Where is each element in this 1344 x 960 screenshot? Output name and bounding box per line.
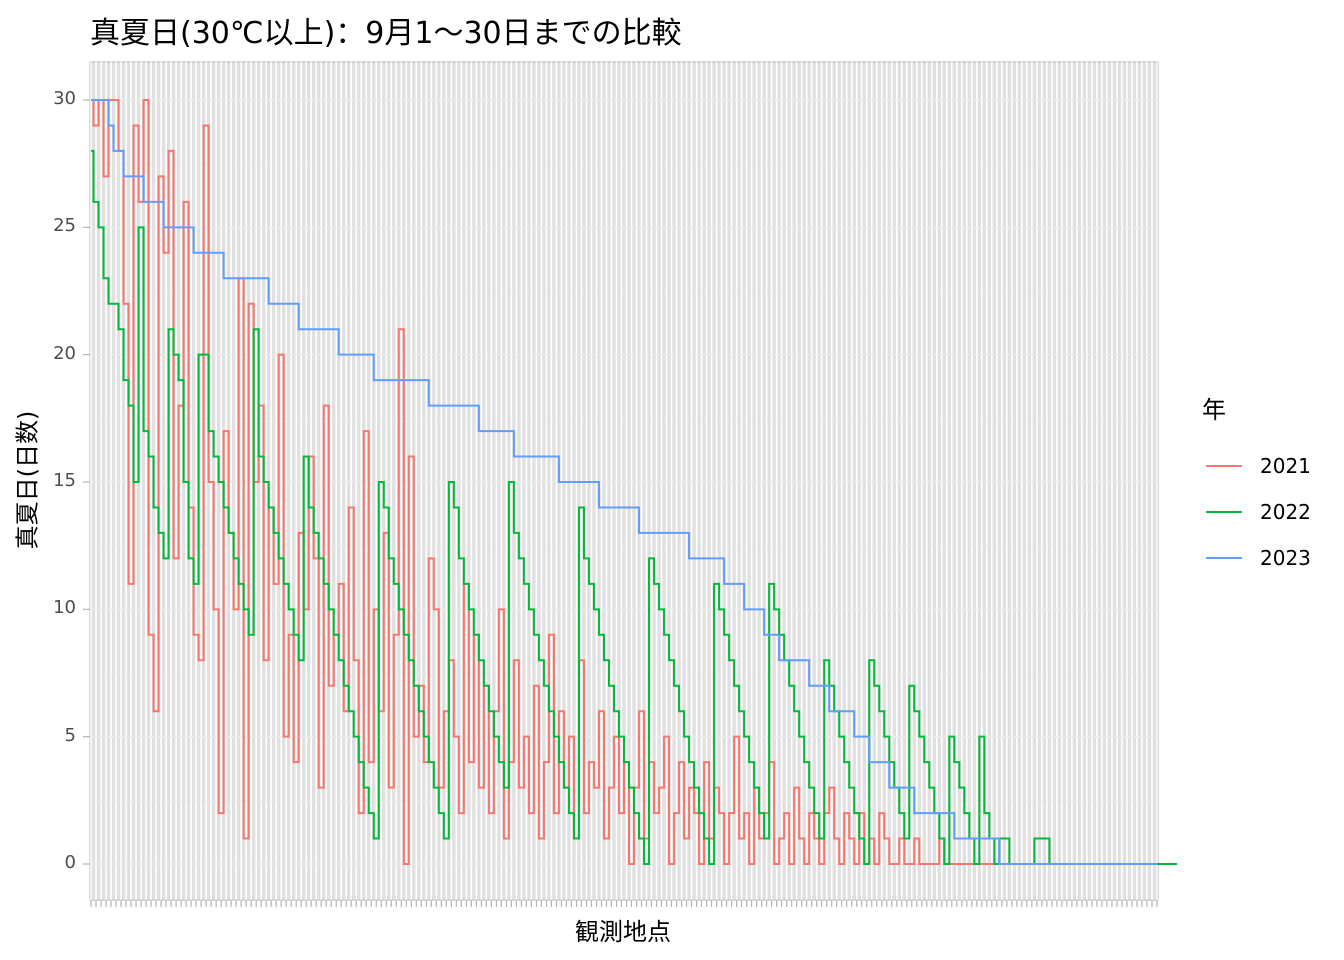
y-axis-title-wrap: 真夏日(日数) [0,380,50,580]
legend-item-2023: 2023 [1200,535,1311,581]
legend-label: 2023 [1260,546,1311,570]
y-tick-label: 20 [53,342,76,364]
x-axis-title: 観測地点 [575,918,671,946]
legend-item-2021: 2021 [1200,443,1311,489]
legend-title: 年 [1202,396,1226,424]
chart-title: 真夏日(30℃以上)：9月1〜30日までの比較 [90,16,682,51]
y-tick-label: 25 [53,215,76,237]
series-lines [91,99,1178,865]
legend-key-2022-icon [1206,511,1242,513]
series-2023-line [91,99,1157,865]
x-gridlines [90,62,1158,900]
y-tick-label: 5 [64,724,76,746]
legend: 年 2021 2022 2023 [1200,390,1311,581]
legend-key-2023-icon [1206,557,1242,559]
y-tick-label: 10 [53,597,76,619]
legend-label: 2021 [1260,454,1311,478]
y-tick-label: 30 [53,88,76,109]
x-axis-ticks [90,900,1158,907]
legend-key-2021-icon [1206,465,1242,467]
legend-label: 2022 [1260,500,1311,524]
y-axis-title: 真夏日(日数) [13,410,42,550]
y-tick-label: 0 [64,852,76,873]
series-2022-line [91,149,1178,865]
y-tick-label: 15 [53,470,76,491]
legend-item-2022: 2022 [1200,489,1311,535]
y-axis-ticks [83,99,90,865]
series-2021-line [91,99,1157,865]
